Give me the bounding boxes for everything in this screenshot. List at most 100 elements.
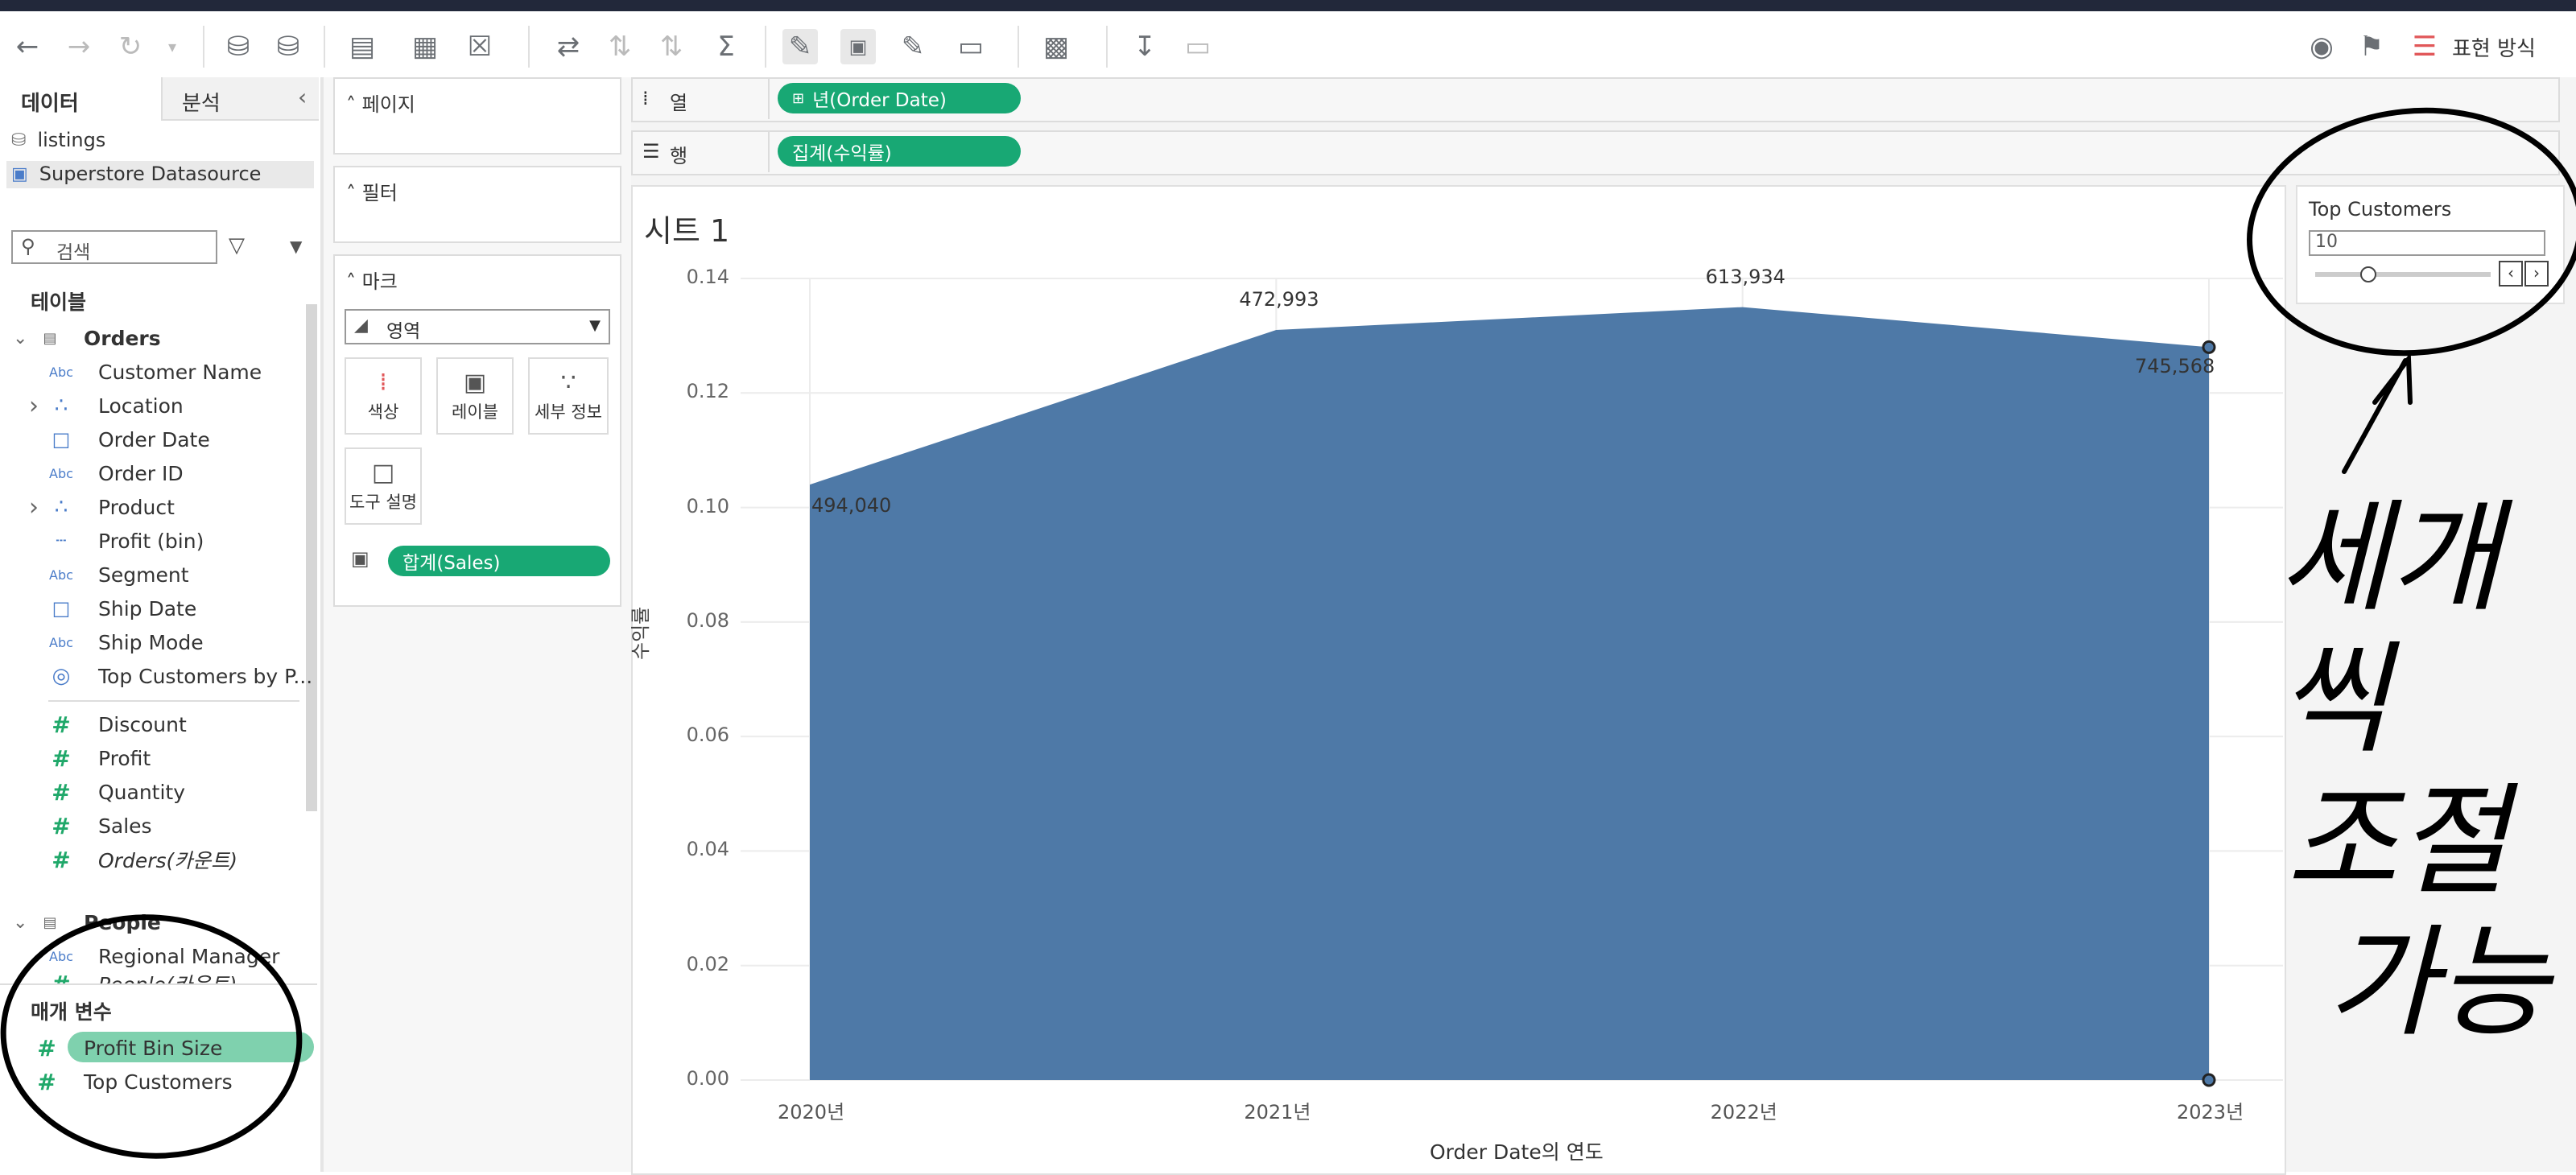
chevron-down-icon[interactable]: ▾ xyxy=(167,37,177,56)
mark-type-dropdown[interactable]: ◢ 영역 ▼ xyxy=(345,309,610,344)
owl-icon[interactable]: ◉ xyxy=(2310,31,2334,63)
datasource-superstore[interactable]: ▣ Superstore Datasource xyxy=(11,163,262,185)
field-top-customers-by-p[interactable]: ◎ Top Customers by P... xyxy=(0,660,313,692)
set-icon: ◎ xyxy=(52,664,71,688)
field-customer-name[interactable]: Abc Customer Name xyxy=(0,356,306,388)
search-input[interactable]: ⚲ 검색 xyxy=(11,230,217,264)
swap-icon[interactable]: ⇄ xyxy=(556,31,580,63)
collapse-icon[interactable]: ‹ xyxy=(298,84,308,110)
field-product[interactable]: › ∴ Product xyxy=(29,493,175,522)
handwritten-note: 세개씩 조절 가능 xyxy=(2278,488,2576,1054)
sort-asc-icon[interactable]: ⇅ xyxy=(608,31,632,63)
parameters-header: 매개 변수 xyxy=(31,1000,112,1024)
field-order-id[interactable]: Abc Order ID xyxy=(0,457,306,489)
parameter-control-title: Top Customers xyxy=(2309,198,2452,221)
field-orders[interactable]: # Orders(카운트) xyxy=(0,843,306,876)
number-icon: # xyxy=(37,1034,56,1062)
field-ship-mode[interactable]: Abc Ship Mode xyxy=(0,626,306,658)
string-icon: Abc xyxy=(49,567,73,583)
signpost-icon[interactable]: ⚑ xyxy=(2359,31,2384,63)
color-button[interactable]: ⁞ 색상 xyxy=(345,357,422,435)
parameter-slider-thumb[interactable] xyxy=(2360,266,2377,282)
parameter-slider-track[interactable] xyxy=(2315,272,2491,277)
rows-pill-profit-ratio[interactable]: 집계(수익률) xyxy=(778,136,1021,167)
field-sales[interactable]: # Sales xyxy=(0,810,306,842)
presentation-mode-label[interactable]: 표현 방식 xyxy=(2452,37,2536,61)
hierarchy-icon: ∴ xyxy=(54,394,68,418)
table-orders[interactable]: ⌄ ▤ Orders xyxy=(13,326,161,350)
columns-pill-order-date[interactable]: ⊞ 년(Order Date) xyxy=(778,83,1021,113)
field-ship-date[interactable]: □ Ship Date xyxy=(0,592,306,625)
rows-icon: ☰ xyxy=(642,140,660,163)
field-profit-bin[interactable]: ┄ Profit (bin) xyxy=(0,525,306,557)
field-order-date[interactable]: □ Order Date xyxy=(0,423,306,456)
pause-updates-icon[interactable]: ⛁ xyxy=(276,31,300,63)
totals-icon[interactable]: Σ xyxy=(717,31,735,63)
field-quantity[interactable]: # Quantity xyxy=(0,776,306,808)
columns-label: 열 xyxy=(670,92,688,114)
decrement-button[interactable]: ‹ xyxy=(2499,261,2523,287)
parameter-top-customers[interactable]: # Top Customers xyxy=(0,1066,306,1098)
format-icon[interactable]: ✎ xyxy=(901,31,925,63)
string-icon: Abc xyxy=(49,465,73,481)
x-tick-label: 2022년 xyxy=(1710,1101,1777,1123)
chevron-up-icon: ˄ xyxy=(346,93,356,116)
parameter-pill-selected[interactable] xyxy=(68,1032,314,1062)
increment-button[interactable]: › xyxy=(2524,261,2549,287)
tooltip-button[interactable]: □ 도구 설명 xyxy=(345,447,422,525)
field-segment[interactable]: Abc Segment xyxy=(0,559,306,591)
rows-label: 행 xyxy=(670,145,688,167)
redo-icon[interactable]: ↻ xyxy=(118,31,142,63)
forward-icon[interactable]: → xyxy=(67,31,91,63)
new-worksheet-icon[interactable]: ▤ xyxy=(349,31,376,63)
data-point[interactable] xyxy=(2202,340,2216,354)
pages-card[interactable]: ˄ 페이지 xyxy=(333,77,621,155)
show-me-bars-icon[interactable]: ☰ xyxy=(2412,31,2438,63)
annotation-arrow xyxy=(2342,352,2413,474)
label-pill-sales[interactable]: 합계(Sales) xyxy=(388,546,610,576)
filters-card[interactable]: ˄ 필터 xyxy=(333,166,621,243)
y-tick-label: 0.12 xyxy=(686,380,729,403)
back-icon[interactable]: ← xyxy=(15,31,39,63)
scrollbar[interactable] xyxy=(306,304,317,811)
chevron-right-icon[interactable]: › xyxy=(29,493,39,522)
new-datasource-icon[interactable]: ⛁ xyxy=(226,31,250,63)
field-location[interactable]: › ∴ Location xyxy=(29,391,184,420)
y-tick-label: 0.02 xyxy=(686,952,729,975)
area-series[interactable] xyxy=(810,307,2209,1081)
filter-fields-icon[interactable]: ▽ xyxy=(229,233,245,258)
highlight-icon[interactable]: ✎ xyxy=(782,29,818,64)
datasource-selected-bg xyxy=(6,161,314,188)
search-icon: ⚲ xyxy=(21,235,35,258)
clear-sheet-icon[interactable]: ☒ xyxy=(467,31,493,63)
tooltip-icon: □ xyxy=(371,459,395,487)
table-icon: ▤ xyxy=(43,329,57,347)
note-line-1: 세개씩 xyxy=(2278,489,2501,770)
expand-icon: ⊞ xyxy=(792,89,805,107)
datasource-listings[interactable]: ⛁ listings xyxy=(11,129,106,151)
data-point[interactable] xyxy=(2202,1073,2216,1087)
detail-button[interactable]: ∵ 세부 정보 xyxy=(528,357,609,435)
field-discount[interactable]: # Discount xyxy=(0,708,306,740)
presentation-icon[interactable]: ▭ xyxy=(1184,31,1212,63)
data-label: 494,040 xyxy=(811,494,892,517)
parameter-value-input[interactable]: 10 xyxy=(2309,230,2545,256)
string-icon: Abc xyxy=(49,364,73,380)
tab-data[interactable]: 데이터 xyxy=(21,91,79,116)
chevron-down-icon[interactable]: ▼ xyxy=(290,237,303,256)
show-me-icon[interactable]: ▩ xyxy=(1042,31,1070,63)
parameter-profit-bin-size[interactable]: # Profit Bin Size xyxy=(0,1032,306,1064)
sort-desc-icon[interactable]: ⇅ xyxy=(659,31,683,63)
field-profit[interactable]: # Profit xyxy=(0,742,306,774)
chevron-right-icon[interactable]: › xyxy=(29,391,39,420)
fit-icon[interactable]: ▭ xyxy=(957,31,985,63)
y-tick-label: 0.08 xyxy=(686,608,729,632)
number-icon: # xyxy=(52,744,71,772)
label-button[interactable]: ▣ 레이블 xyxy=(436,357,514,435)
show-labels-icon[interactable]: ▣ xyxy=(840,29,876,64)
download-icon[interactable]: ↧ xyxy=(1133,31,1157,63)
tab-analysis[interactable]: 분석 xyxy=(182,91,221,116)
data-label: 745,568 xyxy=(2135,355,2215,378)
duplicate-sheet-icon[interactable]: ▦ xyxy=(411,31,439,63)
